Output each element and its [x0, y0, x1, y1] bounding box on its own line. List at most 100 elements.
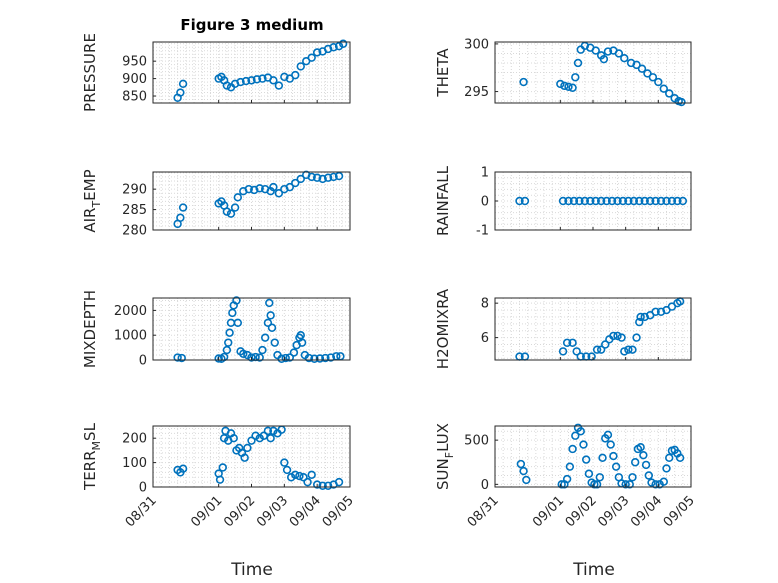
x-tick-label: 09/01: [530, 493, 567, 530]
x-tick-label: 09/04: [628, 493, 665, 530]
x-tick-label: 08/31: [465, 493, 502, 530]
x-tick-label: 09/02: [563, 493, 600, 530]
data-point: [321, 353, 330, 363]
data-point: [647, 478, 656, 487]
y-axis-label: PRESSURE: [81, 33, 99, 112]
x-tick-label: 09/03: [254, 493, 291, 530]
x-tick-label: 09/03: [595, 493, 632, 530]
data-point: [274, 81, 284, 90]
data-point: [178, 203, 188, 212]
y-tick-label: 280: [122, 224, 147, 239]
data-point: [665, 453, 674, 463]
data-point: [315, 354, 325, 363]
data-point: [569, 196, 579, 206]
y-tick-label: 1000: [114, 329, 147, 344]
data-point: [240, 453, 249, 462]
data-point: [222, 207, 232, 216]
data-point: [291, 470, 300, 479]
data-point: [285, 182, 295, 192]
data-point: [609, 451, 618, 461]
data-point: [296, 331, 305, 340]
data-point: [651, 480, 660, 489]
x-tick-label: 09/04: [287, 493, 324, 530]
data-point: [265, 298, 274, 308]
data-point: [595, 473, 605, 482]
data-point: [226, 209, 236, 218]
data-point: [632, 60, 641, 70]
subplot-mixdepth: 0 1000 2000 MIXDEPTH: [81, 290, 351, 369]
data-point: [274, 189, 284, 198]
data-point: [609, 331, 618, 341]
y-axis-label-rest: LUX: [434, 423, 452, 452]
y-axis-label-subscript: T: [90, 201, 103, 209]
data-point: [229, 434, 238, 443]
y-tick-label: 0: [139, 354, 147, 369]
data-point: [629, 196, 639, 206]
data-point: [568, 338, 577, 347]
data-point: [299, 473, 308, 482]
data-point: [323, 481, 333, 490]
y-axis-label-main: TERR: [81, 450, 99, 491]
data-point: [592, 345, 602, 354]
x-axis-label-right: Time: [572, 560, 615, 580]
data-point: [233, 193, 243, 202]
data-point: [329, 172, 338, 182]
data-point: [565, 462, 575, 471]
data-point: [241, 76, 251, 86]
y-axis-label: AIRTEMP: [81, 169, 103, 232]
data-point: [603, 430, 613, 440]
y-tick-label: 0: [139, 481, 147, 496]
data-point: [296, 174, 305, 184]
data-point: [215, 475, 225, 484]
data-point: [312, 173, 322, 182]
y-axis-label: TERRMSL: [81, 422, 103, 491]
data-point: [251, 431, 260, 440]
data-point: [177, 353, 186, 363]
data-point: [624, 345, 633, 354]
data-point: [607, 196, 617, 206]
data-point: [598, 453, 607, 463]
y-tick-label: 295: [464, 85, 489, 100]
data-point: [312, 480, 322, 489]
data-point: [178, 464, 188, 473]
data-point: [584, 469, 594, 478]
data-point: [286, 473, 296, 482]
data-point: [519, 77, 528, 87]
data-point: [675, 453, 685, 463]
data-point: [557, 480, 566, 489]
data-point: [218, 463, 227, 472]
y-axis-label: THETA: [434, 48, 452, 98]
y-tick-label: 100: [122, 456, 147, 471]
data-point: [613, 196, 622, 206]
x-tick-label: 09/05: [661, 493, 698, 530]
data-point: [617, 333, 626, 342]
data-point: [618, 196, 628, 206]
data-point: [628, 473, 637, 482]
data-point: [255, 434, 264, 443]
data-point: [222, 81, 232, 90]
data-point: [255, 184, 264, 193]
data-point: [230, 203, 240, 212]
data-point: [654, 77, 663, 87]
data-point: [592, 480, 602, 489]
data-point: [641, 460, 651, 470]
data-point: [572, 347, 581, 356]
data-point: [637, 64, 647, 73]
y-tick-label: 500: [464, 434, 489, 449]
data-point: [562, 474, 572, 484]
data-point: [289, 348, 299, 357]
data-point: [568, 83, 577, 92]
data-point: [296, 62, 305, 71]
data-point: [269, 182, 278, 192]
data-point: [270, 338, 279, 347]
subplot-pressure: 850 900 950 PRESSURE: [81, 33, 351, 112]
data-point: [568, 444, 577, 454]
data-point: [303, 477, 312, 487]
y-tick-label: 8: [481, 297, 489, 312]
data-point: [519, 466, 528, 476]
data-point: [243, 350, 252, 360]
data-point: [269, 76, 278, 85]
data-point: [611, 462, 621, 471]
